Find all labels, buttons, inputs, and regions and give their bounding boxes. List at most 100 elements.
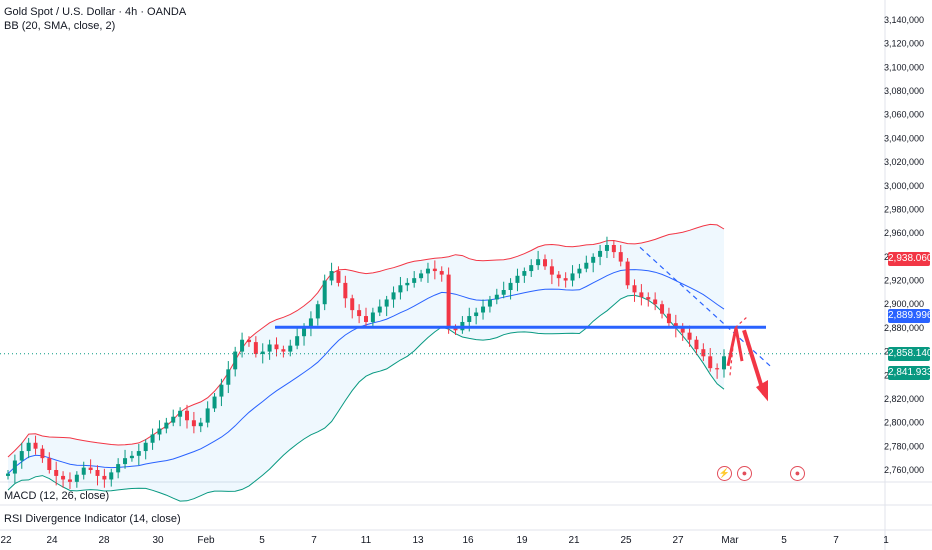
x-tick-label: Feb — [197, 535, 215, 546]
candle-body — [625, 261, 630, 286]
y-tick-label: 3,020,000 — [884, 157, 924, 167]
x-tick-label: 5 — [781, 535, 787, 546]
candle-body — [129, 455, 134, 459]
candle-body — [377, 306, 382, 313]
candle-body — [536, 259, 541, 266]
candle-body — [54, 470, 59, 476]
candle-body — [432, 268, 437, 272]
candle-body — [109, 472, 114, 480]
candle-body — [446, 274, 451, 328]
candle-body — [722, 356, 726, 370]
x-tick-label: 28 — [98, 535, 110, 546]
candle-body — [74, 474, 79, 482]
candle-body — [12, 460, 17, 474]
x-tick-label: Mar — [721, 535, 739, 546]
candle-body — [604, 245, 609, 251]
candle-body — [95, 470, 100, 476]
arrowhead-icon — [756, 380, 768, 402]
x-tick-label: 27 — [672, 535, 684, 546]
price-tag: 2,889.996 — [888, 309, 932, 324]
y-tick-label: 3,000,000 — [884, 181, 924, 191]
candle-body — [543, 259, 547, 267]
x-tick-label: 22 — [0, 535, 12, 546]
y-tick-label: 3,040,000 — [884, 133, 924, 143]
candle-body — [549, 266, 554, 275]
candle-body — [336, 271, 341, 283]
x-tick-label: 13 — [412, 535, 424, 546]
candle-body — [357, 310, 362, 317]
candle-body — [260, 351, 265, 354]
candle-body — [563, 278, 568, 281]
candle-body — [694, 339, 699, 350]
candle-body — [123, 458, 128, 465]
candle-body — [81, 467, 86, 475]
candle-body — [253, 342, 258, 354]
candle-body — [171, 416, 176, 423]
candle-body — [308, 318, 313, 328]
candle-body — [405, 282, 410, 286]
x-tick-label: 21 — [568, 535, 580, 546]
candle-body — [219, 384, 224, 397]
candle-body — [687, 332, 692, 340]
candle-body — [570, 273, 575, 281]
x-tick-label: 25 — [620, 535, 632, 546]
candle-body — [47, 458, 52, 470]
candle-body — [653, 299, 658, 305]
candle-body — [439, 271, 444, 275]
projection-down-arrow — [742, 329, 766, 395]
candle-body — [164, 422, 169, 429]
candle-body — [391, 292, 396, 300]
lightning-icon[interactable]: ⚡ — [717, 466, 732, 481]
y-tick-label: 3,060,000 — [884, 110, 924, 120]
y-tick-label: 2,760,000 — [884, 465, 924, 475]
us-flag-icon[interactable]: ● — [790, 466, 805, 481]
candle-body — [708, 356, 713, 369]
candle-body — [88, 467, 93, 470]
candle-body — [508, 282, 513, 290]
y-tick-label: 2,820,000 — [884, 394, 924, 404]
candle-body — [364, 316, 368, 322]
bollinger-upper-line — [7, 223, 725, 458]
candle-body — [639, 292, 644, 298]
y-tick-label: 3,100,000 — [884, 62, 924, 72]
candle-body — [240, 339, 245, 352]
candle-body — [350, 298, 355, 311]
candle-body — [40, 448, 45, 459]
rsi-pane-label[interactable]: RSI Divergence Indicator (14, close) — [4, 513, 181, 525]
candle-body — [191, 420, 196, 427]
candle-body — [19, 451, 24, 461]
y-tick-label: 2,980,000 — [884, 204, 924, 214]
x-tick-label: 19 — [516, 535, 528, 546]
candle-body — [233, 351, 238, 370]
candle-body — [467, 316, 472, 322]
candle-body — [343, 282, 348, 299]
us-flag-icon[interactable]: ● — [737, 466, 752, 481]
candle-body — [150, 434, 155, 443]
candle-body — [267, 344, 272, 352]
candle-body — [481, 306, 486, 313]
candle-body — [598, 250, 603, 257]
candle-body — [680, 327, 685, 333]
bollinger-legend[interactable]: BB (20, SMA, close, 2) — [4, 20, 116, 32]
candle-body — [584, 262, 589, 269]
candle-body — [6, 473, 10, 476]
candle-body — [67, 479, 72, 482]
candle-body — [226, 369, 231, 385]
candle-body — [618, 252, 623, 262]
candle-body — [412, 278, 417, 283]
chart-title: Gold Spot / U.S. Dollar · 4h · OANDA — [4, 6, 187, 18]
candle-body — [453, 327, 458, 331]
candle-body — [425, 268, 430, 274]
x-tick-label: 1 — [883, 535, 889, 546]
y-tick-label: 3,140,000 — [884, 15, 924, 25]
x-tick-label: 7 — [311, 535, 317, 546]
y-tick-label: 2,800,000 — [884, 418, 924, 428]
x-tick-label: 11 — [361, 535, 372, 546]
y-tick-label: 2,920,000 — [884, 276, 924, 286]
macd-pane-label[interactable]: MACD (12, 26, close) — [4, 490, 110, 502]
candle-body — [205, 408, 210, 423]
candle-body — [701, 349, 706, 357]
candle-body — [246, 339, 251, 343]
candle-body — [591, 256, 596, 263]
